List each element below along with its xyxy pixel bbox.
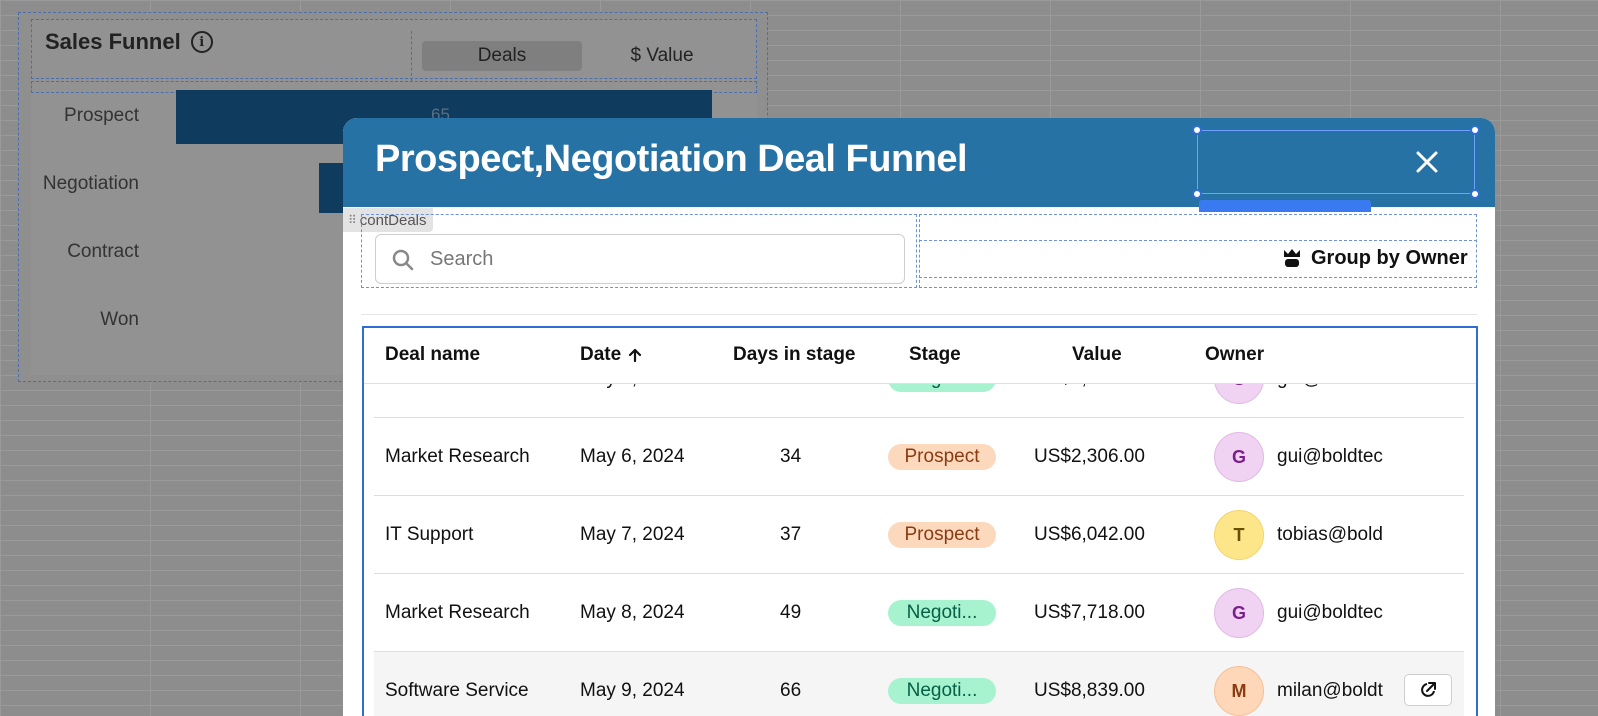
value-toggle-group: Deals $ Value [411,31,763,81]
open-external-icon [1421,682,1436,697]
column-header-value[interactable]: Value [1072,344,1122,366]
cell-value: US$8,839.00 [1034,680,1145,701]
table-row[interactable]: Market Research May 8, 2024 49 Negoti...… [374,574,1464,652]
cell-deal-name: Market Research [385,446,530,467]
toggle-deals[interactable]: Deals [422,41,582,71]
stage-badge: Prospect [888,522,996,548]
column-header-label: Date [580,344,622,365]
column-header-days-in-stage[interactable]: Days in stage [733,344,856,366]
sales-funnel-header [31,19,757,79]
selection-label-tag [1199,200,1371,212]
toggle-value[interactable]: $ Value [630,45,694,66]
modal-title: Prospect,Negotiation Deal Funnel [375,138,968,180]
column-header-stage[interactable]: Stage [909,344,961,366]
resize-handle[interactable] [1192,125,1202,135]
cell-value: US$6,042.00 [1034,524,1145,545]
table-top-divider [361,314,1477,326]
cell-days: 37 [780,524,802,545]
open-record-button[interactable] [1404,674,1452,706]
cell-days: 49 [780,602,802,623]
cell-days: 66 [780,680,802,701]
column-header-date[interactable]: Date [580,344,643,366]
funnel-label-contract: Contract [67,241,139,262]
column-header-label: Owner [1205,344,1265,365]
close-button-selection [1197,130,1475,194]
group-icon [1284,249,1300,267]
group-by-owner-button[interactable]: Group by Owner [1283,242,1468,274]
cell-deal-name: Software Service [385,680,529,701]
info-icon[interactable]: i [190,31,213,53]
resize-handle[interactable] [1192,189,1202,199]
search-icon [392,249,414,271]
funnel-label-prospect: Prospect [64,105,139,126]
avatar: M [1214,666,1264,716]
drag-grip-icon[interactable]: ⠿ [348,213,357,227]
stage-badge: Negoti... [888,600,996,626]
column-header-label: Value [1072,344,1122,365]
arrow-up-icon [629,348,642,363]
column-header-label: Deal name [385,344,481,365]
cell-owner: milan@boldtech [1277,680,1383,701]
cell-value: US$7,718.00 [1034,602,1145,623]
cell-date: May 9, 2024 [580,680,685,701]
deals-table: Deal name Date Days in stage Stage Value… [362,326,1478,716]
deal-funnel-modal: Prospect,Negotiation Deal Funnel ⠿ contD… [343,118,1495,716]
resize-handle[interactable] [1470,189,1480,199]
cell-deal-name: Market Research [385,602,530,623]
cell-days: 34 [780,446,802,467]
cell-owner: gui@boldtech [1277,446,1383,467]
funnel-label-negotiation: Negotiation [42,173,139,194]
controls-container [919,214,1477,288]
search-field[interactable] [375,234,905,284]
cell-owner: tobias@boldtech [1277,524,1383,545]
funnel-label-won: Won [100,309,139,330]
column-header-deal-name[interactable]: Deal name [385,344,480,366]
stage-badge: Negoti... [888,678,996,704]
cell-date: May 6, 2024 [580,446,685,467]
search-input[interactable] [430,235,890,283]
cell-deal-name: IT Support [385,524,474,545]
cell-date: May 8, 2024 [580,602,685,623]
cell-owner: gui@boldtech [1277,602,1383,623]
container-tag-label: contDeals [359,211,427,229]
container-tag[interactable]: ⠿ contDeals [343,208,433,232]
modal-header: Prospect,Negotiation Deal Funnel [343,118,1495,207]
search-container [361,214,917,288]
controls-row [919,240,1477,278]
group-by-owner-label: Group by Owner [1311,246,1468,269]
column-header-owner[interactable]: Owner [1205,344,1264,366]
avatar: T [1214,510,1264,560]
cell-date: May 7, 2024 [580,524,685,545]
stage-badge: Prospect [888,444,996,470]
cell-value: US$2,306.00 [1034,446,1145,467]
avatar: G [1214,432,1264,482]
column-header-label: Stage [909,344,961,365]
column-header-label: Days in stage [733,344,856,365]
sales-funnel-title-text: Sales Funnel [45,29,181,54]
avatar: G [1214,588,1264,638]
sales-funnel-title: Sales Funnel i [45,29,213,55]
table-header: Deal name Date Days in stage Stage Value… [364,328,1476,384]
table-row[interactable]: Market Research May 6, 2024 34 Prospect … [374,418,1464,496]
table-row[interactable]: Software Service May 9, 2024 66 Negoti..… [374,652,1464,716]
close-icon[interactable] [1409,144,1445,180]
resize-handle[interactable] [1470,125,1480,135]
table-row[interactable]: IT Support May 7, 2024 37 Prospect US$6,… [374,496,1464,574]
